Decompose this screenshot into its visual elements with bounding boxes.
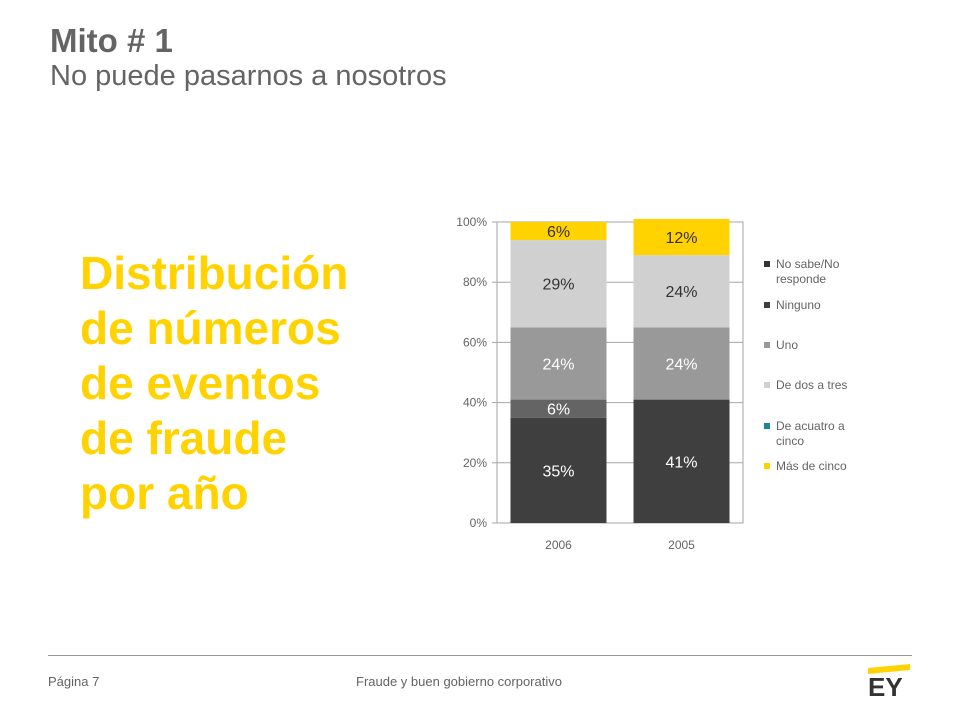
heading-line: de eventos: [80, 357, 321, 409]
data-label: 24%: [665, 284, 697, 301]
logo-text: EY: [868, 672, 903, 700]
bar-segment: [633, 399, 730, 523]
legend-label: Más de cinco: [776, 459, 847, 473]
data-label: 6%: [547, 402, 570, 419]
heading-line: por año: [80, 467, 249, 519]
data-label: 29%: [542, 277, 574, 294]
bar-segment: [633, 218, 730, 256]
y-tick-label: 40%: [463, 396, 487, 410]
footer-divider: [48, 655, 912, 656]
slide-title: Mito # 1: [50, 22, 173, 59]
y-tick-label: 60%: [463, 335, 487, 349]
bar-segment: [510, 399, 607, 418]
legend-label: No sabe/No: [776, 257, 840, 271]
bar-segment: [510, 327, 607, 400]
heading-line: Distribución: [80, 247, 349, 299]
chart-heading: Distribución de números de eventos de fr…: [80, 246, 410, 521]
data-label: 41%: [665, 454, 697, 471]
legend-label: De acuatro a: [776, 419, 845, 433]
legend-marker: [764, 423, 770, 429]
data-label: 24%: [542, 356, 574, 373]
legend-marker: [764, 342, 770, 348]
footer-title: Fraude y buen gobierno corporativo: [356, 674, 562, 689]
data-label: 24%: [665, 356, 697, 373]
bar-segment: [510, 417, 607, 523]
footer-page-number: Página 7: [48, 674, 100, 689]
heading-line: de fraude: [80, 412, 288, 464]
legend-marker: [764, 382, 770, 388]
legend-label: responde: [776, 272, 826, 286]
legend-label: Uno: [776, 338, 798, 352]
bar-segment: [510, 240, 607, 328]
x-tick-label: 2005: [668, 538, 695, 552]
bar-segment: [633, 327, 730, 400]
x-tick-label: 2006: [545, 538, 572, 552]
data-label: 12%: [665, 230, 697, 247]
y-tick-label: 0%: [470, 516, 488, 530]
legend-marker: [764, 463, 770, 469]
legend-marker: [764, 302, 770, 308]
legend-label: Ninguno: [776, 298, 821, 312]
y-tick-label: 100%: [456, 215, 487, 229]
slide-subtitle: No puede pasarnos a nosotros: [50, 60, 447, 92]
y-tick-label: 80%: [463, 275, 487, 289]
bar-segment: [633, 255, 730, 328]
heading-line: de números: [80, 302, 341, 354]
data-label: 35%: [542, 463, 574, 480]
ey-logo: EY: [868, 664, 910, 700]
legend-label: cinco: [776, 434, 804, 448]
legend-label: De dos a tres: [776, 378, 847, 392]
data-label: 6%: [547, 224, 570, 241]
legend-marker: [764, 261, 770, 267]
y-tick-label: 20%: [463, 456, 487, 470]
bar-segment: [510, 222, 607, 241]
